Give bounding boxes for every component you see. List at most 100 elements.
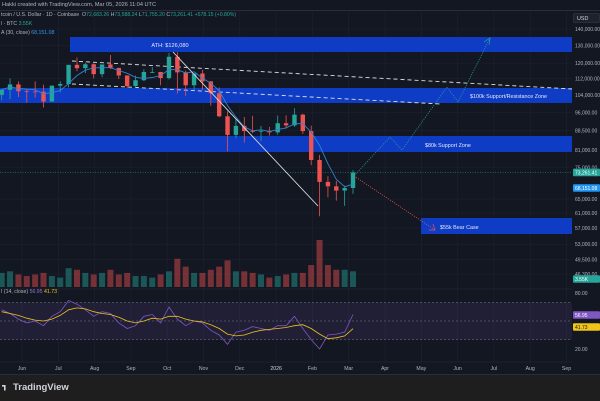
lower-dashed-trendline[interactable] xyxy=(71,83,441,105)
currency-selector[interactable]: USD xyxy=(573,13,600,23)
open-label: O xyxy=(82,12,87,18)
volume-bar xyxy=(299,272,306,287)
candle-body[interactable] xyxy=(275,123,280,133)
support-resistance-100k-zone[interactable] xyxy=(0,88,572,103)
volume-bar xyxy=(57,277,64,287)
price-tick-label: 130,000.00 xyxy=(575,43,600,49)
price-tick-label: 112,000.00 xyxy=(575,76,600,82)
candle-body[interactable] xyxy=(350,172,356,188)
candle-body[interactable] xyxy=(300,114,306,132)
candle-body[interactable] xyxy=(141,71,147,81)
volume-bar xyxy=(165,271,172,287)
moving-average-line xyxy=(1,67,354,188)
candle-body[interactable] xyxy=(58,84,63,86)
volume-bar xyxy=(73,269,80,287)
candle-body[interactable] xyxy=(233,125,239,135)
bearish-arrow-icon xyxy=(429,223,436,231)
upper-dashed-trendline[interactable] xyxy=(71,60,573,90)
volume-bar xyxy=(99,272,106,287)
candle-body[interactable] xyxy=(225,116,230,135)
volume-bar xyxy=(32,274,39,287)
candle-body[interactable] xyxy=(49,85,55,102)
rsi-tick-label: 20.00 xyxy=(575,347,588,353)
time-tick-label: Sep xyxy=(562,366,571,372)
time-tick-label: Sep xyxy=(126,366,135,372)
last-price-tag-label: 73,261.41 xyxy=(575,170,597,176)
price-tick-label: 120,000.00 xyxy=(575,61,600,67)
volume-bar xyxy=(124,272,131,287)
symbol-name[interactable]: tcoin / U.S. Dollar · 1D · Coinbase xyxy=(1,12,80,18)
price-tick-label: 96,000.00 xyxy=(575,111,597,117)
rsi-value: 56.95 xyxy=(29,289,43,295)
time-tick-label: Aug xyxy=(90,366,99,372)
ath-zone[interactable] xyxy=(70,37,572,52)
candle-body[interactable] xyxy=(258,130,264,132)
volume-bar xyxy=(191,272,198,287)
candle-body[interactable] xyxy=(308,131,314,160)
candle-body[interactable] xyxy=(74,64,80,69)
candle-body[interactable] xyxy=(191,73,197,86)
time-tick-label: Jul xyxy=(491,366,498,372)
candle-body[interactable] xyxy=(99,64,105,75)
candle-body[interactable] xyxy=(41,91,46,102)
footer: TradingView xyxy=(0,374,600,401)
candle-body[interactable] xyxy=(283,123,289,126)
price-chart[interactable]: ATH: $126,080 $100k Support/Resistance Zo… xyxy=(0,0,600,374)
price-tick-label: 61,000.00 xyxy=(575,211,597,217)
time-tick-label: Jul xyxy=(55,366,62,372)
candle-body[interactable] xyxy=(208,81,214,94)
candle-body[interactable] xyxy=(216,93,222,117)
close-value: 73,261.41 xyxy=(170,12,194,18)
candle-body[interactable] xyxy=(183,72,188,86)
candle-body[interactable] xyxy=(24,91,29,93)
candle-body[interactable] xyxy=(242,125,247,132)
time-tick-label: Apr xyxy=(381,366,389,372)
bearish-projection-path[interactable] xyxy=(353,175,436,231)
ath-downtrend-line[interactable] xyxy=(172,51,319,207)
attribution-bar: Hakki created with TradingView.com, Mar … xyxy=(0,0,600,11)
bear-case-55k-zone[interactable] xyxy=(421,218,572,234)
candle-body[interactable] xyxy=(16,84,21,92)
candle-body[interactable] xyxy=(108,64,113,68)
volume-bar xyxy=(224,260,231,287)
candle-body[interactable] xyxy=(250,131,255,132)
rsi-tag xyxy=(573,311,600,319)
rsi-legend[interactable]: I (14, close) 56.95 41.73 xyxy=(1,289,57,295)
candle-body[interactable] xyxy=(200,73,205,82)
candle-body[interactable] xyxy=(91,64,96,75)
candle-body[interactable] xyxy=(0,89,4,95)
volume-legend[interactable]: l · BTC 3.55K xyxy=(1,21,32,27)
attribution-text: Hakki created with TradingView.com, Mar … xyxy=(2,2,157,8)
ma-legend[interactable]: A (30, close) 68,151.08 xyxy=(1,30,54,36)
volume-bar xyxy=(149,277,156,287)
candle-body[interactable] xyxy=(317,159,322,182)
volume-bar xyxy=(90,274,97,287)
candle-body[interactable] xyxy=(334,186,339,191)
rsi-ma-line xyxy=(1,307,354,340)
candle-body[interactable] xyxy=(342,187,347,191)
candle-body[interactable] xyxy=(292,114,297,126)
candle-body[interactable] xyxy=(150,71,155,73)
candle-body[interactable] xyxy=(325,181,331,187)
ma-price-tag xyxy=(573,184,600,192)
volume-bar xyxy=(207,269,214,287)
candle-body[interactable] xyxy=(116,67,121,76)
candle-body[interactable] xyxy=(133,80,138,87)
candle-body[interactable] xyxy=(175,56,180,73)
volume-bar xyxy=(40,272,47,287)
ma-label: A (30, close) xyxy=(1,30,30,36)
time-tick-label: Dec xyxy=(235,366,245,372)
volume-bar xyxy=(216,266,223,287)
candle-body[interactable] xyxy=(83,64,88,69)
zone-80k-label: $80k Support Zone xyxy=(425,143,471,149)
bullish-projection-path[interactable] xyxy=(353,37,491,177)
candle-body[interactable] xyxy=(66,64,71,85)
candle-body[interactable] xyxy=(124,75,130,87)
support-80k-zone[interactable] xyxy=(0,136,572,152)
volume-value: 3.55K xyxy=(18,21,33,27)
volume-bar xyxy=(249,272,256,287)
tradingview-logo[interactable]: TradingView xyxy=(2,382,69,393)
candle-body[interactable] xyxy=(32,91,38,93)
candle-body[interactable] xyxy=(166,56,172,79)
time-tick-label: Jun xyxy=(18,366,26,372)
